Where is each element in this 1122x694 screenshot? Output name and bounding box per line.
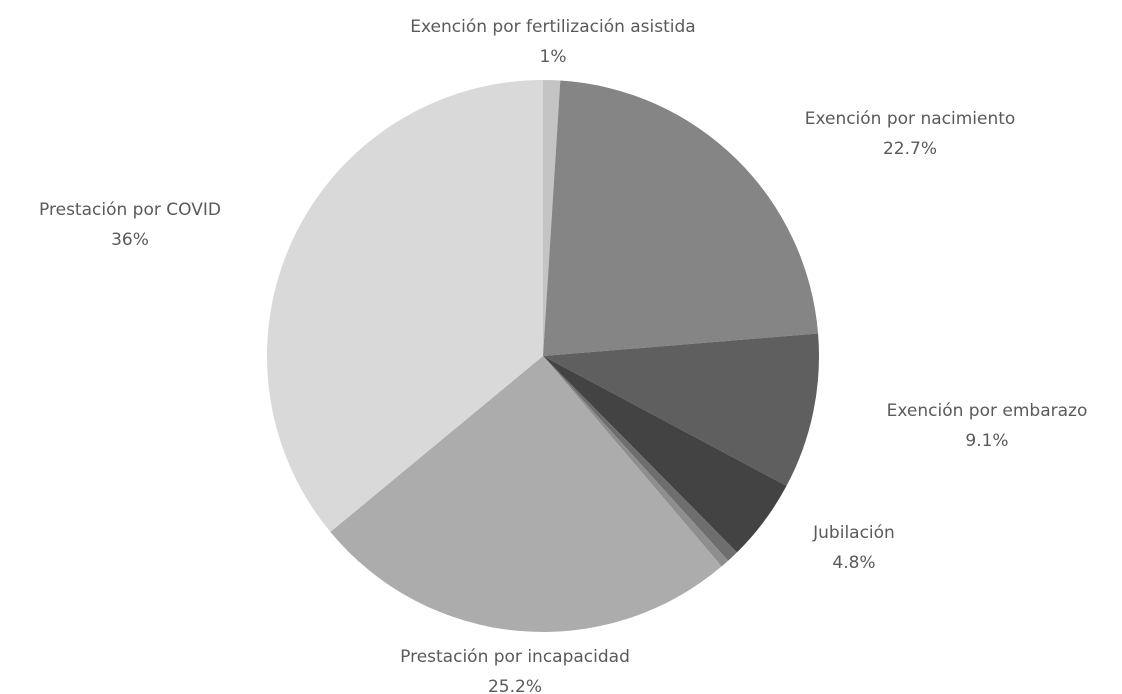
slice-value-label: 25.2% xyxy=(488,677,542,694)
slice-label: Jubilación xyxy=(812,523,895,543)
slice-value-label: 36% xyxy=(111,230,149,250)
slice-value-label: 22.7% xyxy=(883,139,937,159)
pie-slice xyxy=(543,356,729,567)
slice-value-label: 9.1% xyxy=(965,431,1008,451)
pie-slice xyxy=(267,80,543,532)
pie-slice xyxy=(543,80,819,357)
pie-slice xyxy=(543,80,561,356)
slice-label: Prestación por COVID xyxy=(39,200,221,220)
pie-slice xyxy=(330,356,722,632)
slice-value-label: 1% xyxy=(540,47,567,67)
slice-label: Prestación por incapacidad xyxy=(400,647,630,667)
slice-label: Exención por nacimiento xyxy=(805,109,1016,129)
pie-slice xyxy=(543,333,819,486)
slice-label: Exención por embarazo xyxy=(887,401,1088,421)
slice-label: Exención por fertilización asistida xyxy=(410,17,695,37)
pie-slice xyxy=(543,356,737,561)
pie-slice xyxy=(543,356,787,553)
slice-value-label: 4.8% xyxy=(832,553,875,573)
